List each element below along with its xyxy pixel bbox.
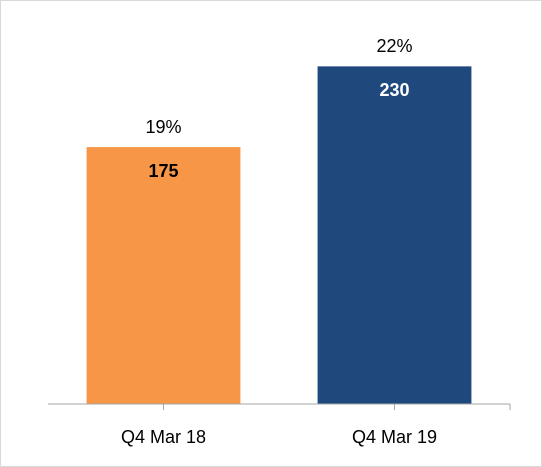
x-tick-label: Q4 Mar 19 xyxy=(352,427,437,447)
annotation: 22% xyxy=(376,36,412,56)
annotation: 19% xyxy=(145,117,181,137)
value-label: 175 xyxy=(148,161,178,181)
bar xyxy=(317,66,472,405)
x-tick-label: Q4 Mar 18 xyxy=(121,427,206,447)
value-label: 230 xyxy=(379,80,409,100)
bar xyxy=(86,147,241,404)
